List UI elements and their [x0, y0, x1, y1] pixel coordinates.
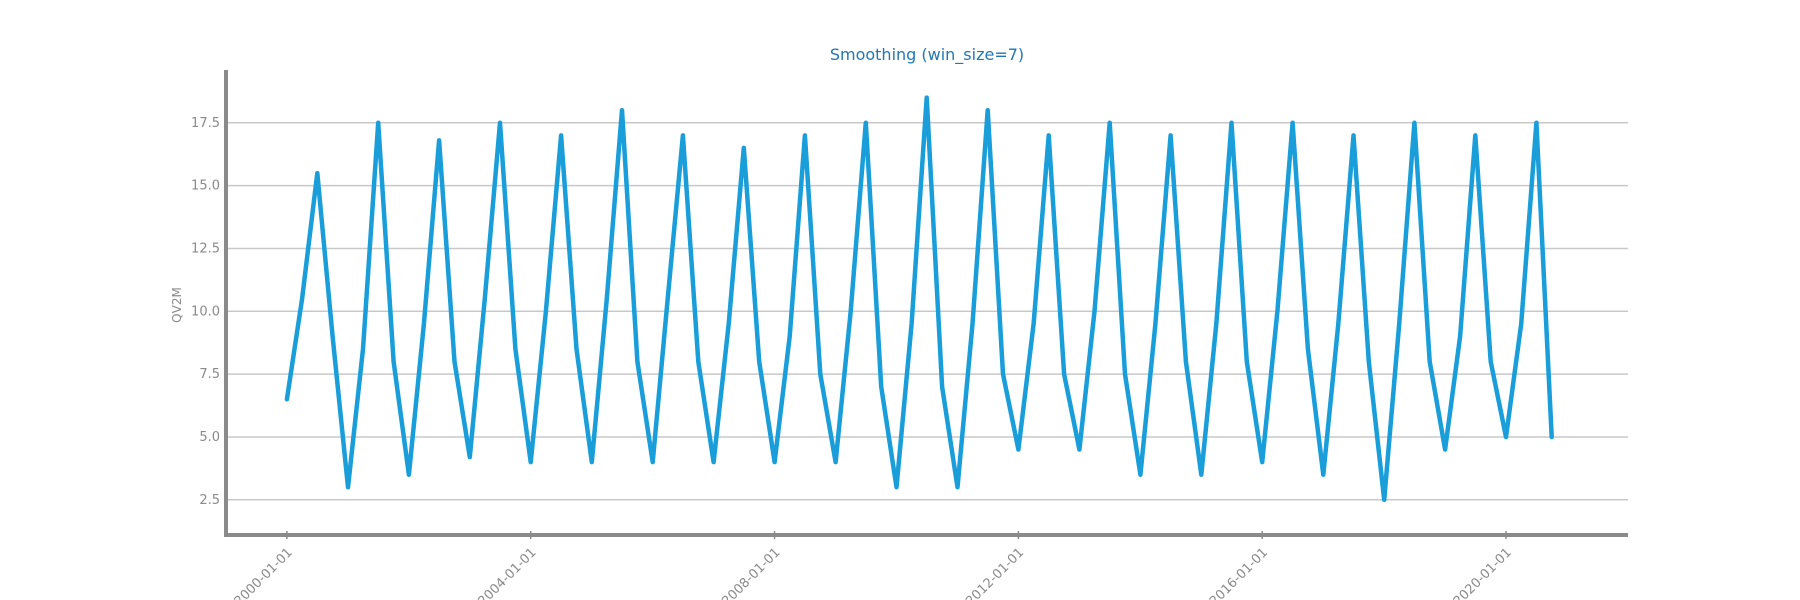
series-line [284, 95, 1554, 503]
y-tick-label: 15.0 [191, 179, 220, 194]
chart-title: Smoothing (win_size=7) [830, 45, 1024, 65]
y-tick-label: 5.0 [199, 430, 220, 445]
y-tick-labels: 2.5 5.0 7.5 10.0 12.5 15.0 17.5 [191, 116, 220, 508]
x-tick-label: 2008-01-01 [719, 545, 783, 600]
x-tick-label: 2020-01-01 [1451, 545, 1515, 600]
x-tick-label: 2012-01-01 [963, 545, 1027, 600]
y-tick-label: 17.5 [191, 116, 220, 131]
grid-lines [226, 122, 1628, 501]
x-tick-label: 2000-01-01 [232, 545, 296, 600]
y-tick-label: 2.5 [199, 493, 220, 508]
y-tick-label: 12.5 [191, 241, 220, 256]
y-tick-label: 10.0 [191, 304, 220, 319]
x-tick-label: 2016-01-01 [1207, 545, 1271, 600]
x-tick-labels: 2000-01-01 2004-01-01 2008-01-01 2012-01-01… [232, 531, 1515, 600]
y-tick-label: 7.5 [199, 367, 220, 382]
x-tick-label: 2004-01-01 [476, 545, 540, 600]
y-axis-label: QV2M [170, 287, 184, 323]
